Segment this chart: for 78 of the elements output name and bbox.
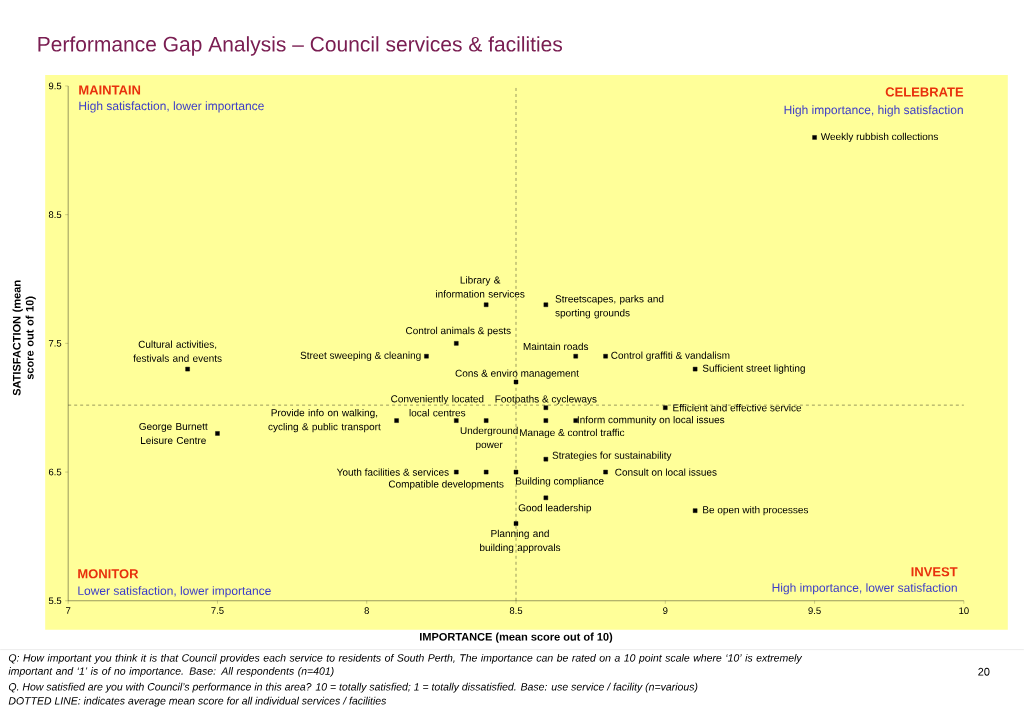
x-tick-label: 8.5 <box>509 607 523 615</box>
point <box>454 341 459 346</box>
annotation: MAINTAIN <box>79 85 141 95</box>
point <box>543 405 549 411</box>
annotation: Good leadership <box>518 504 592 514</box>
point <box>573 354 578 359</box>
annotation: Consult on local issues <box>615 468 717 476</box>
x-tick-label: 9 <box>663 607 668 615</box>
y-tick-label: 9.5 <box>48 82 62 90</box>
annotation: Maintain roads <box>523 342 589 351</box>
point <box>603 470 608 475</box>
annotation: Lower satisfaction, lower importance <box>78 586 271 598</box>
x-tick-label: 9.5 <box>808 607 821 615</box>
point <box>543 418 549 423</box>
annotation: Compatible developments <box>388 480 504 490</box>
annotation: Inform community on local issues <box>577 416 725 426</box>
point <box>812 135 817 140</box>
point <box>513 470 519 475</box>
annotation: Efficient and effective service <box>673 404 802 412</box>
annotation: INVEST <box>911 567 958 577</box>
chart-title: Performance Gap Analysis – Council services & facilities <box>38 36 563 56</box>
annotation: Sufficient street lighting <box>702 364 805 374</box>
point <box>692 508 698 514</box>
y-tick-label: 5.5 <box>48 597 62 605</box>
annotation: Cons & enviro management <box>455 369 579 379</box>
annotation: Strategies for sustainability <box>552 451 672 461</box>
point <box>543 495 549 501</box>
annotation: Streetscapes, parks and sporting grounds <box>555 295 664 319</box>
text: Q: How important you think it is that Council provides each service to residents of South Perth, The importance can be rated on a 10 point scale where ‘10’ is extremely important and ‘1’ is of no importance. Base: All respondents (n=401) <box>8 654 803 677</box>
x-tick-label: 8 <box>364 607 369 615</box>
annotation: Building compliance <box>516 477 604 487</box>
annotation: High importance, high satisfaction <box>784 105 963 117</box>
point <box>483 470 489 475</box>
annotation: CELEBRATE <box>885 87 964 97</box>
point <box>215 431 220 436</box>
point <box>483 418 489 423</box>
y-tick-label: 8.5 <box>48 211 62 219</box>
annotation: Control graffiti & vandalism <box>611 351 730 362</box>
point <box>454 470 459 475</box>
annotation: Youth facilities & services <box>336 468 449 476</box>
annotation: High satisfaction, lower importance <box>79 101 264 113</box>
annotation: Underground power <box>460 426 518 451</box>
annotation: Be open with processes <box>703 506 809 516</box>
point <box>513 521 519 526</box>
point <box>483 302 489 308</box>
x-tick-label: 7.5 <box>211 607 224 615</box>
y-tick-label: 6.5 <box>48 468 62 476</box>
point <box>394 418 399 423</box>
point <box>543 302 549 308</box>
annotation: George Burnett Leisure Centre <box>139 423 208 445</box>
annotation: Street sweeping & cleaning <box>300 351 421 362</box>
annotation: Weekly rubbish collections <box>820 132 938 143</box>
annotation: Provide info on walking, cycling & public transport <box>268 409 381 433</box>
text: 20 <box>978 667 990 676</box>
x-tick-label: 7 <box>66 607 71 614</box>
text: Q. How satisfied are you with Council’s performance in this area? 10 = totally satisfied; 1 = totally dissatisfied. Base: use service / facility (n=various) <box>8 682 698 693</box>
point <box>603 354 608 359</box>
x-axis-title: IMPORTANCE (mean score out of 10) <box>420 632 613 643</box>
annotation: Control animals & pests <box>406 326 511 337</box>
annotation: Conveniently located local centres <box>391 395 484 417</box>
annotation: MONITOR <box>78 569 139 579</box>
annotation: Library & information services <box>436 276 525 298</box>
annotation: Manage & control traffic <box>519 428 625 439</box>
x-tick-label: 10 <box>959 607 969 615</box>
y-tick-label: 7.5 <box>48 340 62 347</box>
point <box>692 367 698 372</box>
point <box>543 457 549 462</box>
text: DOTTED LINE: indicates average mean score for all individual services / facilities <box>8 696 387 707</box>
annotation: Footpaths & cycleways <box>495 395 597 405</box>
point <box>513 379 519 385</box>
annotation: High importance, lower satisfaction <box>772 583 957 595</box>
annotation: Cultural activities, festivals and events <box>133 340 222 363</box>
annotation: Planning and building approvals <box>480 529 561 554</box>
point <box>454 418 459 423</box>
point <box>663 405 668 411</box>
point <box>185 367 190 372</box>
y-axis-title: SATISFACTION (mean score out of 10) <box>12 280 36 396</box>
point <box>424 354 429 359</box>
